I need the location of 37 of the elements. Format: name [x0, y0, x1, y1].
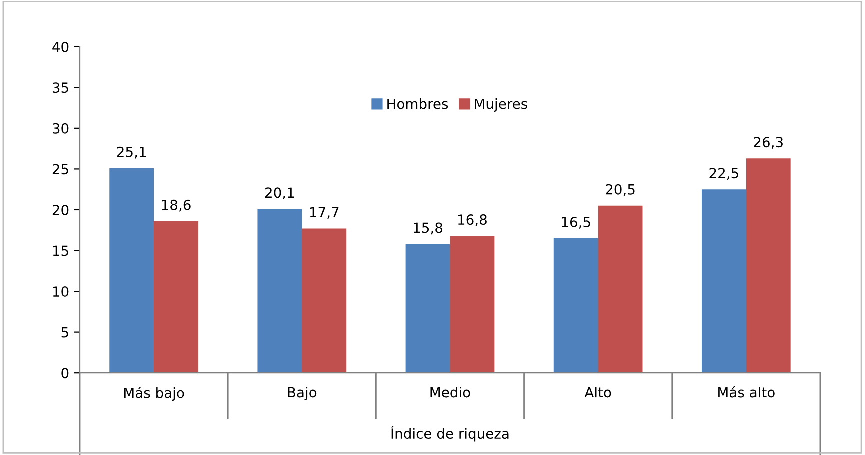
bar — [746, 158, 791, 374]
x-tick-label: Medio — [430, 386, 470, 398]
bar — [702, 190, 746, 374]
bar — [302, 228, 347, 374]
x-tick-label: Bajo — [288, 386, 317, 400]
data-label: 26,3 — [754, 137, 783, 149]
bar — [598, 206, 643, 374]
data-label: 18,6 — [162, 200, 191, 212]
data-label: 25,1 — [117, 146, 146, 159]
y-tick-label: 5 — [62, 327, 68, 338]
data-label: 17,7 — [310, 207, 339, 220]
y-tick-label: 20 — [52, 204, 69, 216]
bar — [554, 238, 598, 374]
data-label: 20,5 — [606, 184, 635, 196]
legend-label: Mujeres — [475, 98, 528, 112]
y-tick-label: 10 — [53, 286, 69, 298]
data-label: 22,5 — [710, 168, 738, 180]
y-tick-label: 35 — [52, 82, 68, 94]
y-tick-label: 40 — [52, 42, 69, 52]
data-label: 16,8 — [458, 214, 487, 226]
data-label: 15,8 — [414, 222, 443, 235]
x-axis-title: Índice de riqueza — [392, 426, 509, 442]
bar — [110, 168, 154, 374]
data-label: 20,1 — [265, 188, 294, 200]
y-tick-label: 30 — [52, 123, 69, 134]
bar — [258, 209, 302, 374]
x-tick-label: Más alto — [718, 386, 775, 398]
y-tick-label: 25 — [52, 164, 68, 175]
bar — [406, 244, 450, 374]
data-label: 16,5 — [562, 217, 590, 229]
legend-label: Hombres — [388, 98, 448, 110]
y-tick-label: 0 — [62, 368, 69, 379]
x-tick-label: Más bajo — [124, 386, 184, 401]
x-tick-label: Alto — [584, 386, 612, 398]
bar — [450, 236, 495, 374]
bar — [154, 221, 198, 374]
y-tick-label: 15 — [53, 246, 68, 256]
